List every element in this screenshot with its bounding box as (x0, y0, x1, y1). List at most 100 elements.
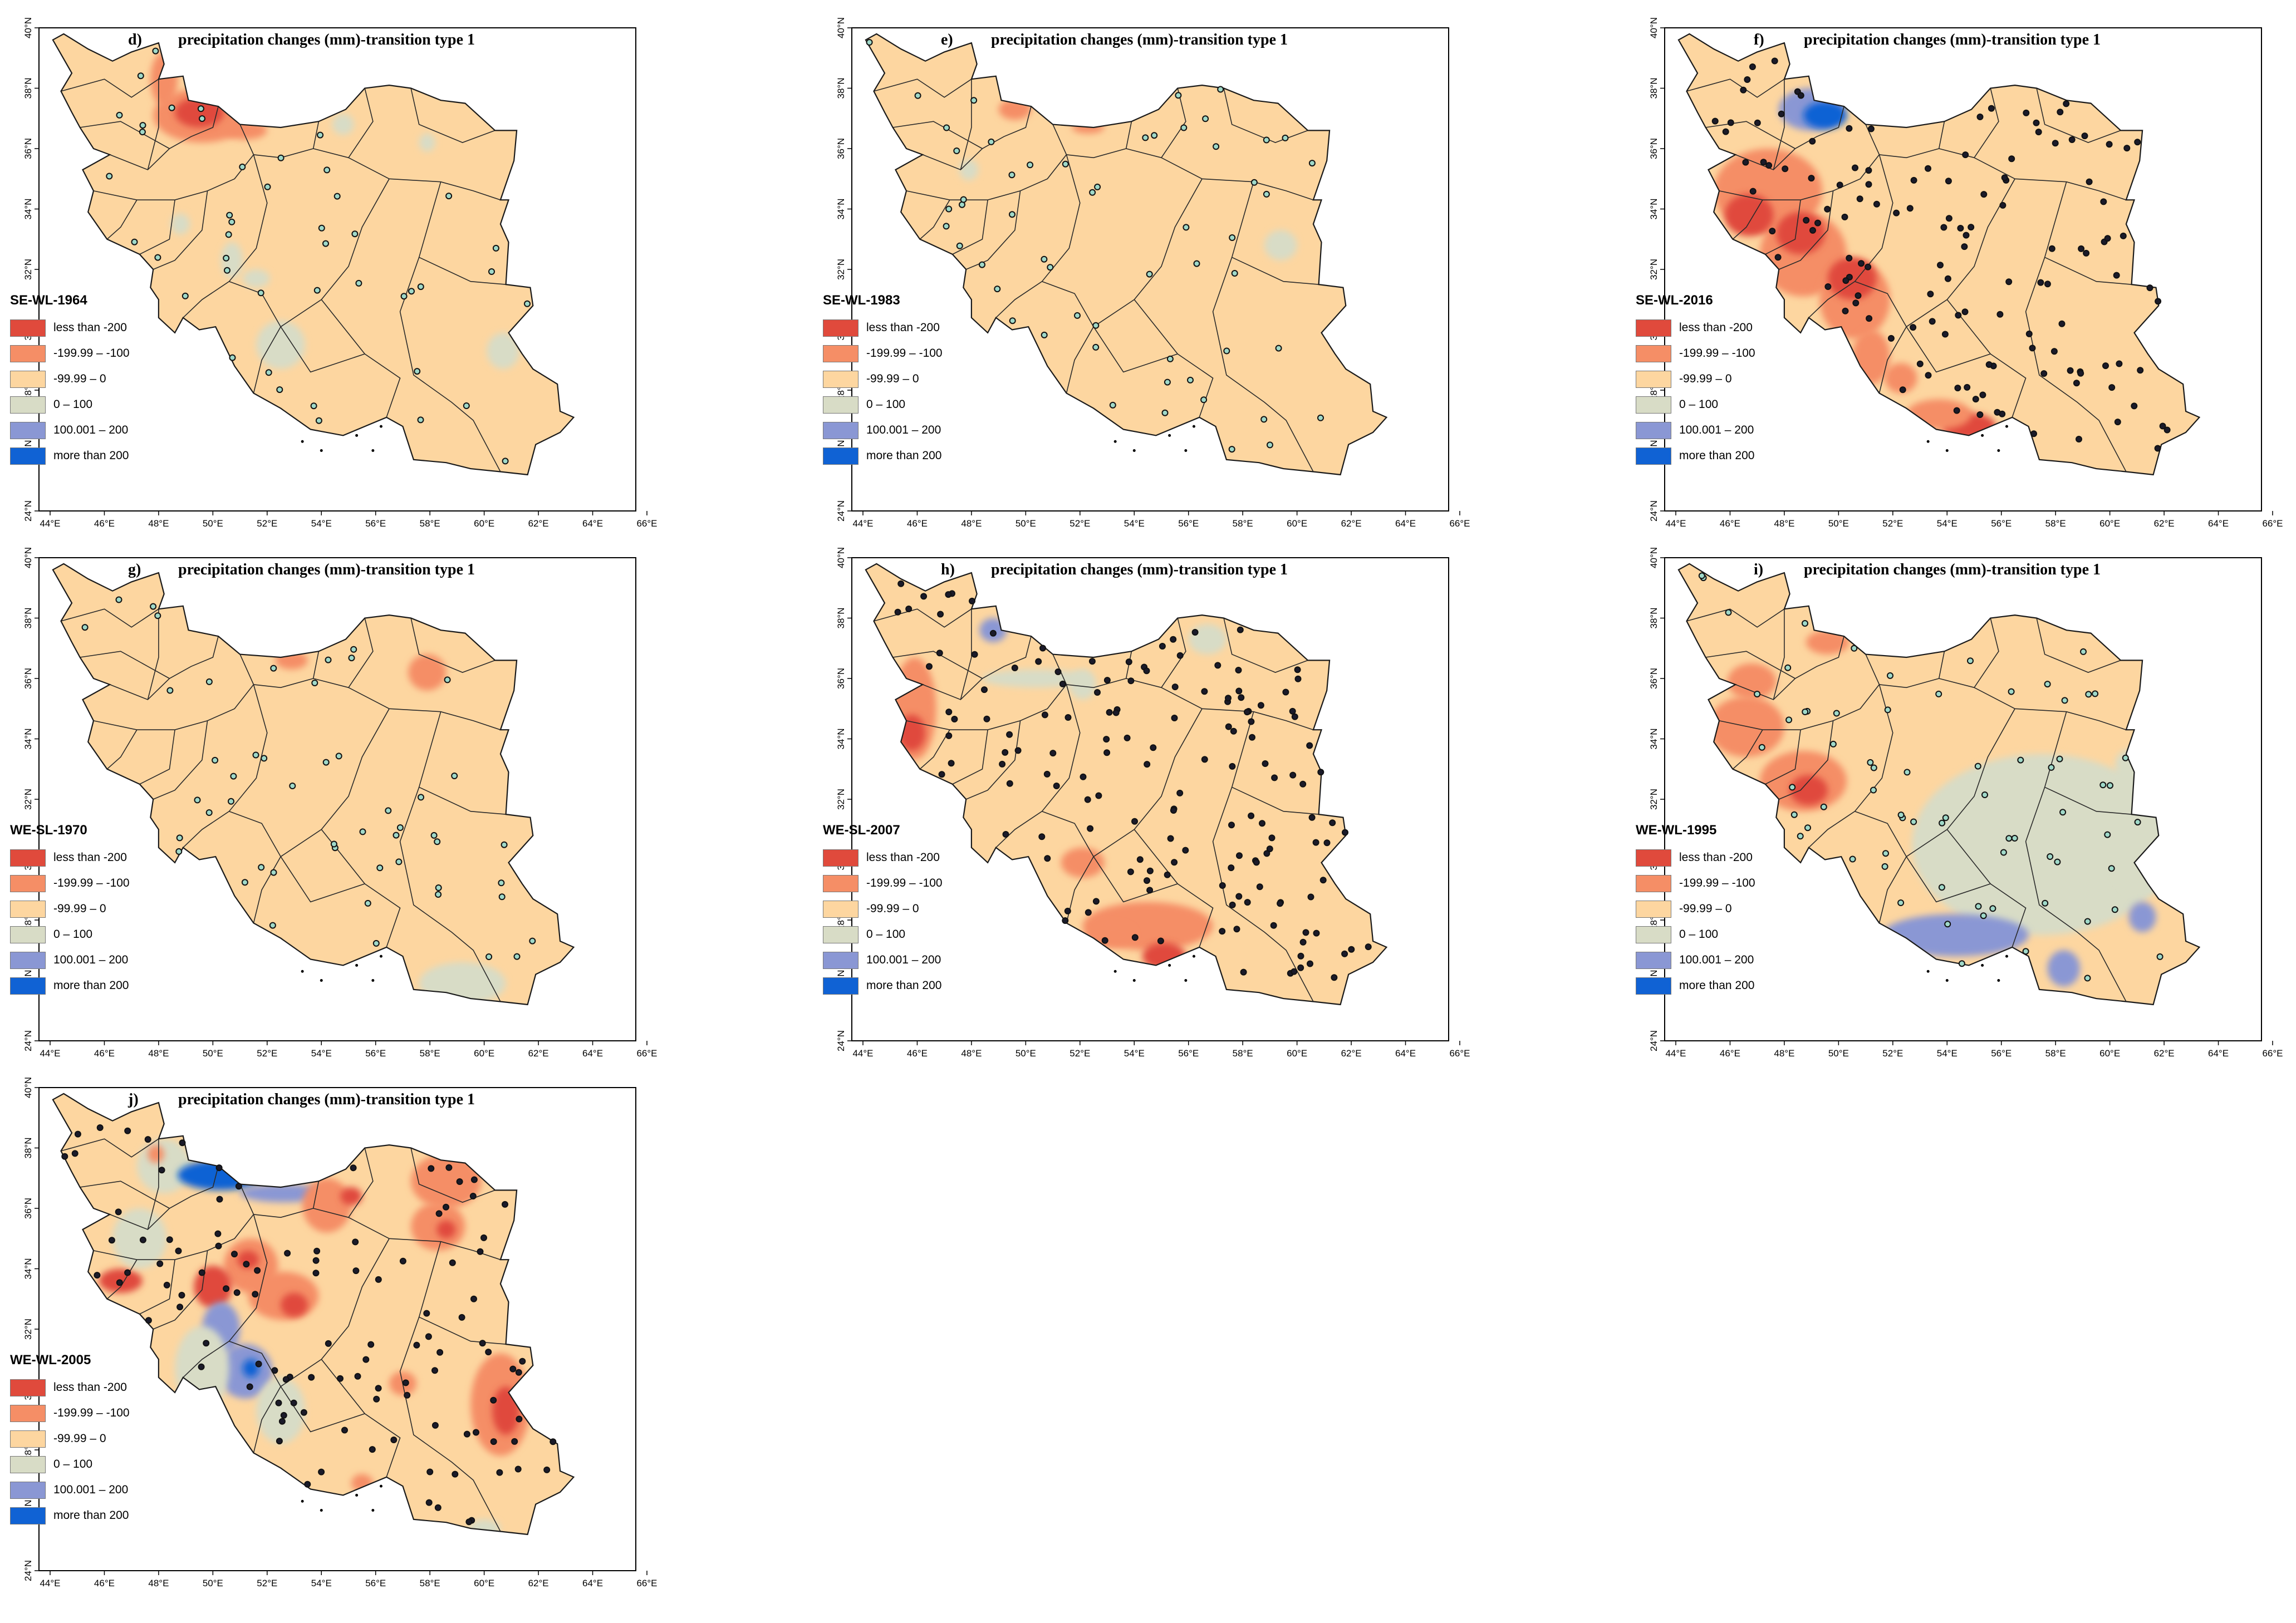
station-marker (470, 1295, 477, 1302)
map-panel-e: e) precipitation changes (mm)-transition … (813, 17, 1470, 529)
legend-swatch (823, 926, 858, 943)
station-marker (224, 267, 230, 274)
station-marker (352, 1267, 360, 1275)
island (1997, 979, 2000, 982)
station-marker (425, 1333, 432, 1340)
station-marker (1727, 119, 1734, 126)
station-marker (124, 1127, 131, 1134)
legend-label: 100.001 – 200 (53, 424, 129, 436)
station-marker (2106, 141, 2113, 148)
station-marker (1307, 960, 1313, 967)
lat-tick-label: 40°N (836, 547, 846, 568)
province-boundary (313, 88, 374, 159)
province-boundary (960, 609, 972, 700)
panel-title: precipitation changes (mm)-transition ty… (178, 31, 475, 48)
station-marker (239, 163, 246, 170)
station-marker (1342, 829, 1348, 836)
station-marker (1809, 227, 1816, 234)
precip-zone (2047, 950, 2080, 987)
province-boundary (1773, 609, 1785, 700)
legend-swatch (10, 926, 46, 943)
station-marker (1249, 734, 1255, 741)
station-marker (477, 1248, 484, 1255)
station-marker (2099, 781, 2107, 789)
station-marker (1229, 901, 1236, 908)
station-marker (1365, 943, 1372, 951)
station-marker (1263, 850, 1270, 857)
legend-item: 0 – 100 (1636, 392, 1819, 417)
legend-swatch (10, 1379, 46, 1396)
legend-swatch (1636, 977, 1671, 995)
panel-letter: j) (127, 1091, 139, 1108)
legend-swatch (10, 396, 46, 414)
legend-label: -199.99 – -100 (53, 877, 130, 889)
station-marker (1916, 360, 1924, 367)
island (320, 979, 323, 982)
station-marker (1944, 275, 1951, 282)
legend-swatch (10, 849, 46, 867)
map-svg: j) precipitation changes (mm)-transition … (23, 1077, 658, 1588)
station-marker (1142, 134, 1149, 141)
legend-item: -99.99 – 0 (1636, 366, 1819, 392)
station-marker (524, 300, 531, 307)
station-marker (94, 1272, 101, 1279)
station-marker (261, 755, 268, 762)
legend-item: more than 200 (1636, 973, 1819, 999)
station-marker (350, 1164, 357, 1172)
province-boundary (1223, 618, 1308, 673)
station-marker (1867, 125, 1875, 132)
station-marker (359, 828, 366, 835)
station-marker (1176, 789, 1184, 796)
station-marker (1979, 391, 1986, 399)
station-marker (1910, 818, 1917, 825)
province-boundary (2025, 711, 2127, 1002)
station-marker (2114, 419, 2121, 426)
lon-tick-label: 50°E (1015, 518, 1036, 529)
station-marker (1348, 946, 1355, 953)
lon-tick-label: 66°E (2262, 1048, 2283, 1059)
station-marker (2061, 697, 2068, 704)
map-svg: e) precipitation changes (mm)-transition … (836, 17, 1470, 529)
precip-zone (1188, 624, 1227, 655)
lon-tick-label: 66°E (636, 1578, 657, 1588)
station-marker (1836, 181, 1843, 189)
station-marker (139, 122, 146, 129)
station-marker (71, 1150, 79, 1157)
lon-tick-label: 60°E (474, 1048, 494, 1059)
station-marker (452, 1470, 459, 1478)
lon-tick-label: 60°E (474, 1578, 494, 1588)
station-marker (1939, 819, 1946, 827)
precip-zone (419, 133, 435, 152)
station-marker (231, 1251, 238, 1258)
lat-tick-label: 32°N (23, 1319, 33, 1340)
station-marker (1092, 322, 1100, 329)
station-marker (1038, 833, 1046, 840)
legend-item: less than -200 (10, 315, 194, 341)
station-marker (1824, 205, 1831, 213)
station-marker (1101, 937, 1108, 944)
precip-zone (242, 269, 270, 288)
legend-title: WE-SL-1970 (10, 823, 87, 838)
station-marker (1312, 839, 1319, 846)
province-boundary (348, 687, 501, 730)
station-marker (1910, 324, 1917, 331)
lat-tick-label: 32°N (1649, 259, 1659, 280)
legend-item: less than -200 (1636, 315, 1819, 341)
panel-title: precipitation changes (mm)-transition ty… (1804, 561, 2101, 578)
station-marker (1244, 899, 1251, 906)
station-marker (1103, 736, 1110, 743)
station-marker (418, 794, 424, 801)
station-marker (1289, 707, 1296, 715)
station-marker (1240, 968, 1247, 976)
legend-swatch (10, 319, 46, 337)
province-boundary (147, 1139, 159, 1230)
station-marker (490, 1438, 497, 1445)
station-marker (2022, 948, 2029, 955)
station-marker (1989, 905, 1996, 912)
station-marker (1014, 747, 1022, 754)
station-marker (1270, 922, 1277, 929)
station-marker (938, 771, 945, 778)
station-marker (375, 1276, 382, 1283)
station-marker (1319, 877, 1327, 884)
legend-swatch (10, 977, 46, 995)
